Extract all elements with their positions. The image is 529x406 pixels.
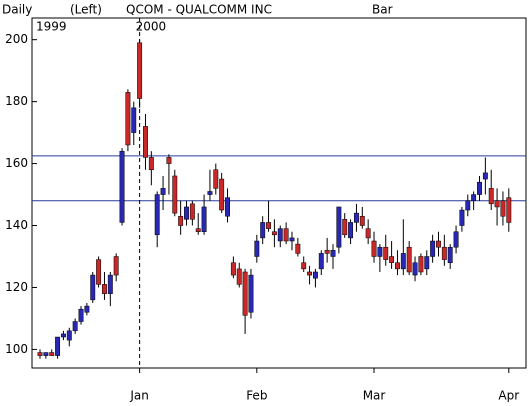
candle-body (383, 246, 389, 260)
candle-body (143, 126, 148, 158)
x-tick-label: Feb (246, 389, 267, 403)
candle-body (482, 172, 488, 180)
chart-title: QCOM - QUALCOMM INC (126, 3, 272, 17)
candle-body (453, 231, 459, 248)
candle-body (330, 250, 336, 257)
candle-body (137, 42, 143, 99)
candle-body (412, 262, 418, 276)
candle-body (160, 188, 166, 195)
candle-body (102, 284, 107, 294)
candle-body (301, 262, 307, 270)
candle-body (406, 246, 412, 273)
candle-body (494, 200, 500, 208)
year-label: 2000 (136, 20, 167, 34)
candle-body (471, 194, 477, 201)
candle-body (307, 271, 313, 276)
candle-body (184, 206, 189, 220)
candle-body (242, 271, 248, 316)
candle-body (424, 256, 430, 270)
candle-body (236, 268, 242, 285)
candle-body (430, 240, 436, 257)
candle-body (207, 191, 213, 195)
candle-body (178, 215, 184, 226)
y-tick-label: 140 (5, 218, 28, 232)
candle-body (459, 209, 465, 226)
candle-body (225, 197, 230, 217)
candle-body (37, 352, 43, 356)
candle-body (266, 222, 271, 229)
candle-body (66, 330, 72, 341)
candle-body (49, 352, 55, 356)
candle-body (377, 246, 383, 257)
candle-body (254, 240, 260, 257)
x-tick-label: Mar (363, 389, 386, 403)
candle-body (213, 169, 219, 189)
candle-body (248, 274, 254, 313)
candle-body (436, 240, 441, 248)
candle-body (148, 157, 154, 171)
candle-body (154, 194, 160, 236)
candle-body (336, 206, 342, 248)
y-tick-label: 200 (5, 32, 28, 46)
candle-body (348, 222, 354, 239)
candle-body (107, 274, 113, 294)
candle-body (131, 107, 137, 133)
candle-body (230, 262, 236, 276)
candle-body (395, 262, 400, 270)
candle-body (500, 200, 506, 217)
x-tick-label: Apr (498, 389, 519, 403)
candle-body (477, 181, 482, 195)
candle-body (96, 259, 102, 285)
candle-body (506, 197, 512, 223)
candle-body (418, 256, 424, 273)
candle-body (55, 336, 61, 356)
candle-body (60, 333, 66, 338)
x-tick-label: Jan (129, 389, 149, 403)
y-tick-label: 120 (5, 280, 28, 294)
candle-body (441, 246, 447, 260)
candle-body (195, 228, 201, 232)
candle-body (78, 308, 84, 322)
y-tick-label: 100 (5, 342, 28, 356)
candle-body (189, 203, 195, 220)
candle-body (318, 253, 324, 270)
y-tick-label: 160 (5, 156, 28, 170)
candle-body (90, 274, 96, 301)
candle-body (72, 321, 78, 332)
candle-body (277, 228, 283, 242)
candle-body (465, 200, 471, 211)
candle-body (113, 256, 119, 276)
candle-body (359, 215, 365, 226)
candle-body (353, 212, 359, 223)
candle-body (283, 228, 289, 242)
candle-body (371, 240, 377, 257)
candle-body (400, 253, 406, 270)
candle-body (289, 237, 295, 242)
candle-body (84, 305, 90, 313)
candle-body (166, 157, 172, 164)
candle-body (201, 206, 207, 232)
style-label: Bar (372, 3, 393, 17)
candle-body (260, 222, 266, 239)
candle-body (447, 246, 453, 263)
period-label: Daily (2, 3, 32, 17)
candle-body (342, 219, 348, 236)
candle-body (295, 243, 301, 254)
candle-body (488, 188, 494, 205)
candle-body (119, 150, 125, 223)
year-label: 1999 (36, 20, 67, 34)
candle-body (389, 256, 395, 263)
candle-body (324, 250, 330, 254)
plot-frame (31, 17, 527, 369)
candle-body (43, 352, 49, 356)
y-tick-label: 180 (5, 94, 28, 108)
candle-body (172, 175, 178, 214)
axis-side-label: (Left) (70, 3, 102, 17)
candle-body (271, 231, 277, 236)
candle-body (125, 92, 131, 146)
candle-body (219, 178, 225, 211)
candle-body (365, 228, 371, 239)
candle-body (312, 271, 318, 279)
